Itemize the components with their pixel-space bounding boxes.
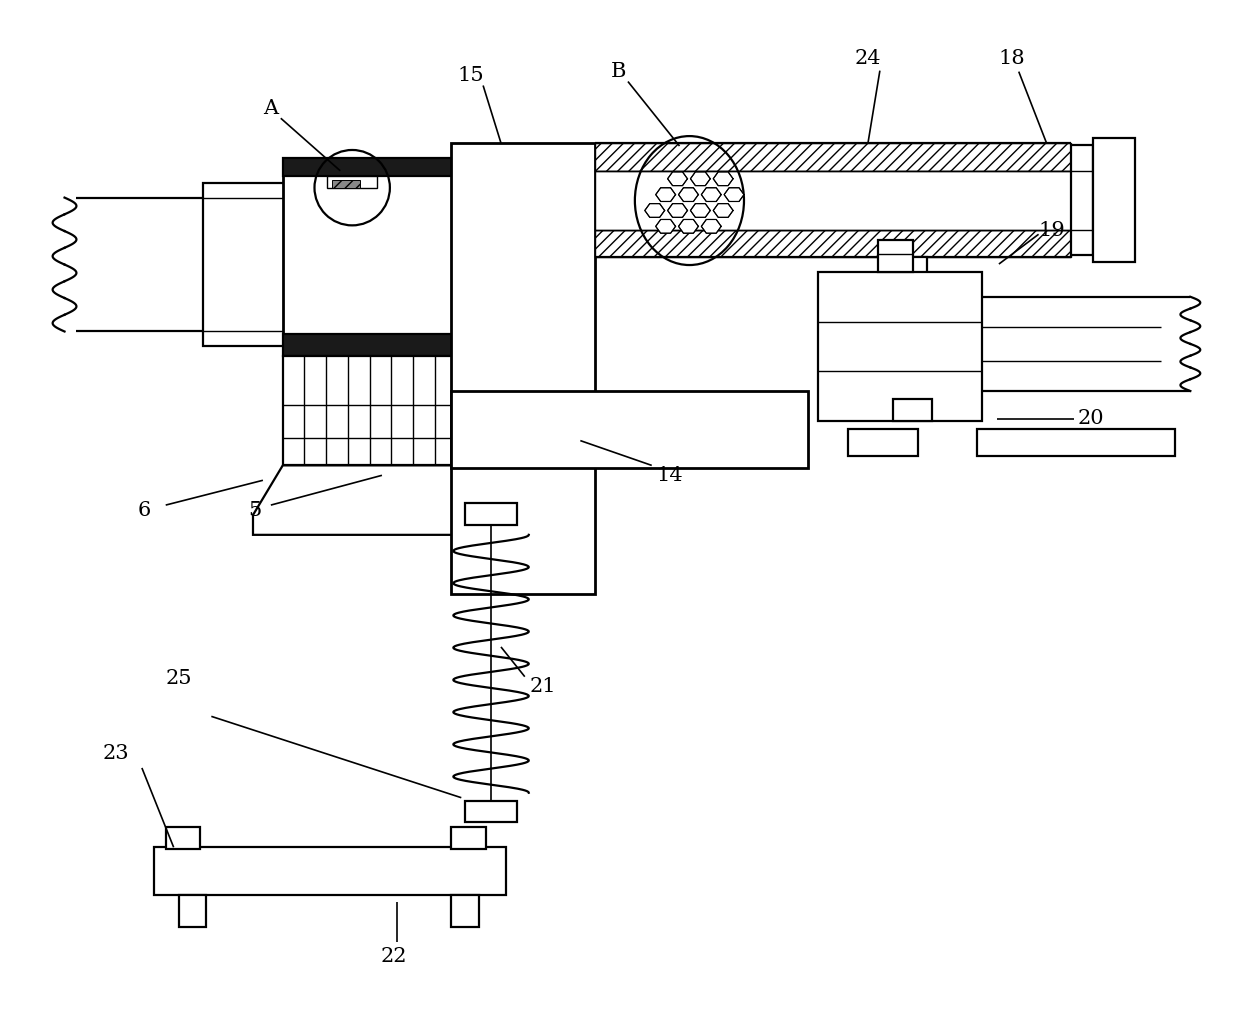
Text: B: B [610, 62, 626, 81]
Bar [166, 827, 201, 850]
Text: 18: 18 [998, 49, 1025, 68]
Bar [283, 335, 456, 356]
Bar [451, 143, 595, 594]
Bar [878, 240, 913, 272]
Bar [451, 827, 486, 850]
Bar [451, 895, 479, 927]
Text: 24: 24 [854, 49, 882, 68]
Bar [203, 182, 293, 346]
Bar [893, 399, 932, 421]
Text: 6: 6 [138, 501, 150, 519]
Bar [848, 428, 918, 456]
Text: 21: 21 [529, 677, 556, 696]
Polygon shape [253, 466, 486, 535]
Polygon shape [691, 204, 711, 217]
Text: 20: 20 [1078, 409, 1105, 428]
Text: 22: 22 [381, 947, 407, 966]
Polygon shape [667, 204, 687, 217]
Text: 25: 25 [165, 670, 192, 688]
Polygon shape [656, 187, 676, 202]
Bar [898, 258, 928, 337]
Bar [179, 895, 206, 927]
Bar [283, 356, 456, 466]
Bar [595, 171, 1071, 231]
Polygon shape [724, 187, 744, 202]
Text: 5: 5 [248, 501, 262, 519]
Polygon shape [713, 172, 733, 185]
Bar [283, 158, 456, 356]
Polygon shape [667, 172, 687, 185]
Bar [154, 848, 506, 895]
Text: 15: 15 [458, 66, 485, 85]
Bar [451, 391, 808, 469]
Polygon shape [678, 219, 698, 233]
Text: 19: 19 [1038, 220, 1065, 240]
Polygon shape [713, 204, 733, 217]
Bar [1071, 145, 1094, 255]
Bar [283, 158, 456, 176]
Polygon shape [678, 187, 698, 202]
Bar [1094, 138, 1135, 262]
Text: A: A [263, 99, 279, 117]
Text: 23: 23 [103, 744, 129, 762]
Polygon shape [702, 187, 722, 202]
Bar [465, 503, 517, 525]
Polygon shape [702, 219, 722, 233]
Polygon shape [691, 172, 711, 185]
Bar [977, 428, 1176, 456]
Polygon shape [656, 219, 676, 233]
Bar [595, 143, 1071, 171]
Bar [332, 179, 360, 187]
Bar [818, 272, 982, 421]
Bar [465, 800, 517, 823]
Text: 14: 14 [656, 466, 683, 485]
Bar [327, 176, 377, 187]
Polygon shape [645, 204, 665, 217]
Bar [595, 231, 1071, 258]
